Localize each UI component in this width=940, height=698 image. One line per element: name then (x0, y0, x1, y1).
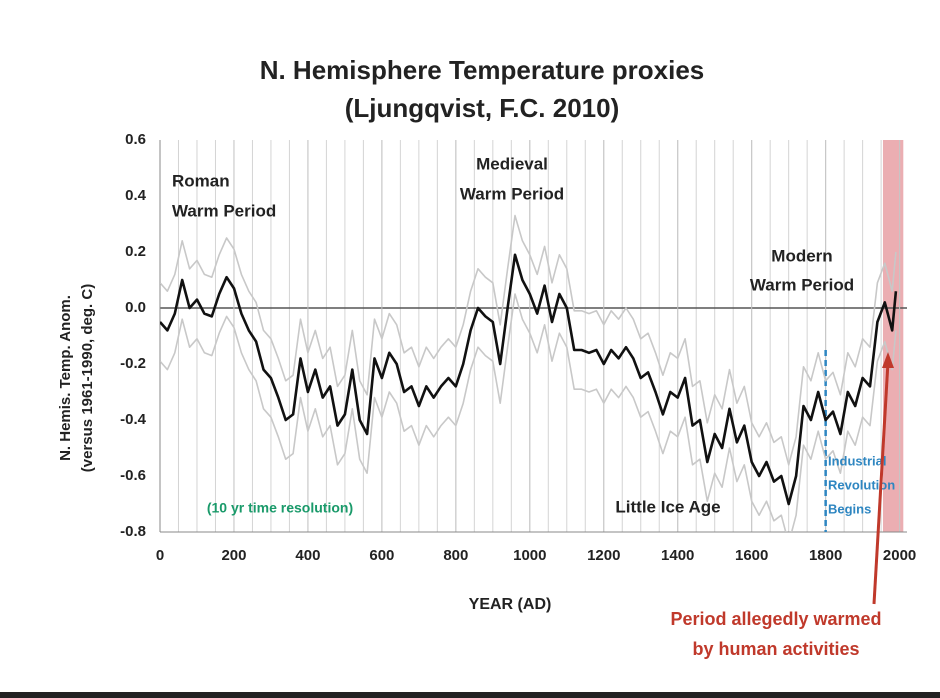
annotation: Medieval (476, 154, 548, 173)
x-tick-label: 1400 (661, 547, 694, 564)
annotation: Begins (828, 501, 871, 516)
x-tick-label: 1600 (735, 547, 768, 564)
bottom-bar (0, 692, 940, 698)
annotation: (10 yr time resolution) (207, 500, 353, 516)
x-tick-label: 1000 (513, 547, 546, 564)
annotation: Revolution (828, 477, 895, 492)
x-tick-label: 800 (443, 547, 468, 564)
callout-arrowhead (882, 352, 894, 368)
x-tick-label: 200 (221, 547, 246, 564)
annotation: Warm Period (460, 184, 564, 203)
y-tick-label: 0.2 (125, 243, 146, 260)
x-tick-label: 1200 (587, 547, 620, 564)
x-tick-label: 600 (369, 547, 394, 564)
series-line (160, 253, 898, 506)
plot-area (160, 214, 898, 532)
x-tick-label: 1800 (809, 547, 842, 564)
x-tick-label: 400 (295, 547, 320, 564)
annotation: Roman (172, 171, 230, 190)
y-axis-label: N. Hemis. Temp. Anom. (57, 295, 74, 461)
y-axis-label: (versus 1961-1990, deg. C) (79, 284, 96, 472)
callout-arrow (872, 361, 890, 605)
annotation: Period allegedly warmed (670, 609, 881, 629)
chart-title: (Ljungqvist, F.C. 2010) (345, 93, 620, 123)
y-tick-label: 0.4 (125, 187, 147, 204)
highlight-span (882, 140, 904, 532)
x-tick-label: 2000 (883, 547, 916, 564)
y-tick-label: -0.4 (120, 411, 147, 428)
annotation: Industrial (828, 453, 887, 468)
annotation: by human activities (692, 639, 859, 659)
y-tick-label: -0.6 (120, 467, 146, 484)
y-tick-label: 0.0 (125, 299, 146, 316)
x-tick-label: 0 (156, 547, 164, 564)
y-tick-label: -0.2 (120, 355, 146, 372)
x-axis-label: YEAR (AD) (469, 596, 552, 613)
annotation: Modern (771, 246, 832, 265)
series-line (160, 293, 897, 532)
annotation: Warm Period (172, 201, 276, 220)
y-tick-label: -0.8 (120, 523, 146, 540)
chart-title: N. Hemisphere Temperature proxies (260, 55, 705, 85)
y-tick-label: 0.6 (125, 131, 146, 148)
annotation: Little Ice Age (615, 497, 720, 516)
series-line (160, 214, 897, 466)
annotation: Warm Period (750, 275, 854, 294)
